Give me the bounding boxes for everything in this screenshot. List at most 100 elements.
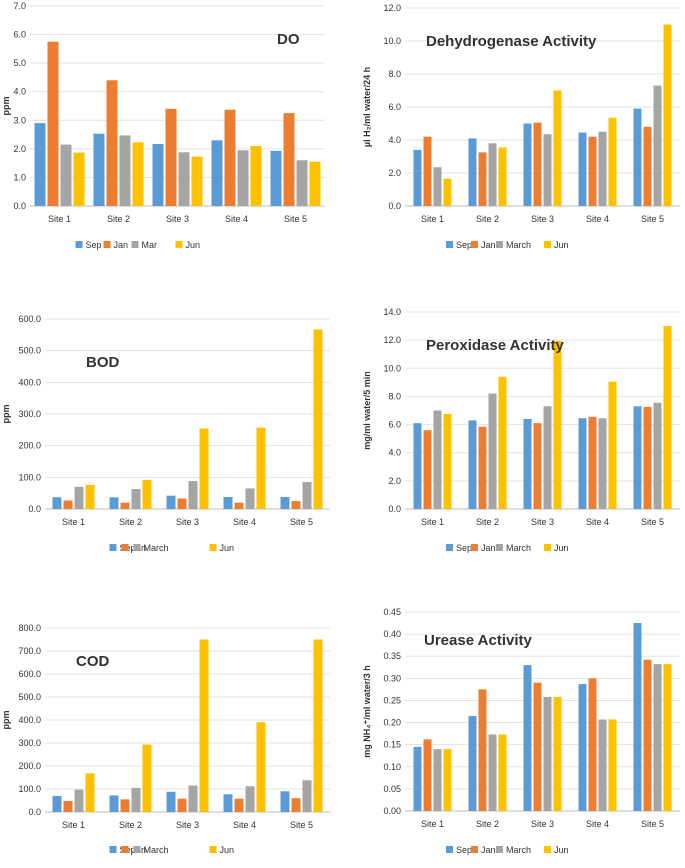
peroxidase-activity-legend-swatch-jun [544,544,551,551]
urease-activity-bar-site-5-sep [633,623,642,811]
dehydrogenase-activity-bar-site-1-jun [443,178,452,206]
peroxidase-activity-y-tick-label: 2.0 [388,476,401,486]
peroxidase-chart: 0.0 2.0 4.0 6.0 8.0 10.0 12.0 14.0 Site 1 Site 2 S… [362,307,680,553]
do-y-tick-label: 1.0 [13,172,26,182]
peroxidase-activity-legend-swatch-sep [446,544,453,551]
urease-activity-bar-site-3-jan [533,682,542,811]
dehydrogenase-activity-legend-swatch-sep [446,241,453,248]
urease-activity-y-tick-label: 0.40 [383,629,401,639]
urease-activity-bar-site-2-march [488,734,497,811]
urease-activity-bar-site-5-jun [663,664,672,811]
peroxidase-activity-bar-site-5-march [653,402,662,509]
do-legend-label-jun: Jun [186,240,201,250]
bod-x-tick-label: Site 4 [233,517,256,527]
urease-activity-bar-site-4-march [598,719,607,811]
dehydrogenase-activity-x-tick-label: Site 1 [421,214,444,224]
urease-chart-panel: 0.00 0.05 0.10 0.15 0.20 0.25 0.30 0.35 0.40 0.45… [350,585,685,868]
urease-activity-bar-site-5-jan [643,659,652,811]
urease-activity-legend-swatch-jun [544,846,551,853]
do-x-tick-label: Site 5 [284,214,307,224]
bod-bar-site-2-march [131,489,141,509]
urease-activity-legend-label-march: March [506,845,531,855]
peroxidase-activity-legend-label-march: March [506,543,531,553]
cod-y-tick-label: 400.0 [18,715,41,725]
do-bar-site-5-mar [296,160,308,206]
peroxidase-activity-y-tick-label: 6.0 [388,420,401,430]
peroxidase-chart-panel: 0.0 2.0 4.0 6.0 8.0 10.0 12.0 14.0 Site 1 Site 2 S… [350,295,685,578]
do-legend-swatch-sep [75,241,83,248]
bod-bar-site-2-sep [109,497,119,509]
cod-y-tick-label: 500.0 [18,692,41,702]
bod-bar-site-5-jan [291,501,301,509]
cod-legend-swatch-jan [121,846,129,853]
bod-chart: 0.0 100.0 200.0 300.0 400.0 500.0 600.0 Site 1 S… [1,314,330,553]
cod-bar-site-3-jan [177,798,187,812]
urease-activity-bar-site-4-jun [608,719,617,811]
peroxidase-activity-bar-site-3-jun [553,340,562,509]
bod-bar-site-3-jan [177,498,187,509]
peroxidase-activity-legend-label-jan: Jan [481,543,496,553]
peroxidase-activity-bar-site-1-jun [443,414,452,509]
do-bar-site-3-jan [165,108,177,206]
peroxidase-activity-legend-label-jun: Jun [554,543,569,553]
do-bar-site-1-sep [34,123,46,206]
dehydrogenase-activity-bar-site-3-sep [523,123,532,206]
dehydrogenase-activity-legend-label-march: March [506,240,531,250]
bod-bar-site-5-march [302,482,312,509]
cod-bar-site-3-jun [199,639,209,812]
bod-chart-panel: 0.0 100.0 200.0 300.0 400.0 500.0 600.0 Site 1 S… [0,295,335,578]
bod-legend-swatch-sep [109,544,117,551]
cod-bar-site-2-jun [142,744,152,812]
dehydrogenase-activity-bar-site-4-jun [608,117,617,206]
do-y-tick-label: 0.0 [13,201,26,211]
cod-bar-site-5-sep [280,791,290,812]
dehydrogenase-activity-bar-site-4-march [598,131,607,206]
urease-activity-x-tick-label: Site 1 [421,819,444,829]
cod-bar-site-2-march [131,787,141,812]
urease-activity-x-tick-label: Site 3 [531,819,554,829]
dehydrogenase-activity-y-tick-label: 12.0 [383,3,401,13]
dehydrogenase-activity-legend-label-jun: Jun [554,240,569,250]
urease-activity-x-tick-label: Site 5 [641,819,664,829]
do-chart: 0.0 1.0 2.0 3.0 4.0 5.0 6.0 7.0 Site 1 Site 2 Site… [1,1,325,250]
dehydrogenase-activity-legend-swatch-jun [544,241,551,248]
do-x-tick-label: Site 4 [225,214,248,224]
bod-bar-site-1-jun [85,484,95,509]
do-bar-site-1-jan [47,41,59,206]
dehydrogenase-activity-x-tick-label: Site 4 [586,214,609,224]
peroxidase-activity-bar-site-2-jun [498,376,507,509]
urease-activity-y-tick-label: 0.35 [383,651,401,661]
dehydrogenase-activity-y-tick-label: 6.0 [388,102,401,112]
do-bar-site-5-sep [270,150,282,206]
bod-bar-site-1-march [74,486,84,509]
dehydrogenase-activity-x-tick-label: Site 2 [476,214,499,224]
cod-y-tick-label: 800.0 [18,623,41,633]
peroxidase-activity-bar-site-1-sep [413,423,422,509]
urease-activity-bar-site-2-jan [478,689,487,811]
cod-x-tick-label: Site 5 [290,820,313,830]
cod-bar-site-1-jun [85,773,95,812]
peroxidase-activity-legend-label-sep: Sep [456,543,472,553]
urease-activity-bar-site-1-march [433,749,442,811]
dehydrogenase-chart-panel: 0.0 2.0 4.0 6.0 8.0 10.0 12.0 Site 1 Site 2 Site … [350,0,685,283]
cod-legend-swatch-march [133,846,141,853]
dehydrogenase-activity-x-tick-label: Site 5 [641,214,664,224]
bod-x-tick-label: Site 5 [290,517,313,527]
peroxidase-activity-x-tick-label: Site 3 [531,517,554,527]
do-y-tick-label: 7.0 [13,1,26,11]
dehydrogenase-activity-y-tick-label: 2.0 [388,168,401,178]
peroxidase-activity-y-tick-label: 12.0 [383,335,401,345]
dehydrogenase-activity-bar-site-3-jun [553,90,562,206]
dehydrogenase-activity-bar-site-1-march [433,167,442,206]
urease-activity-bar-site-4-jan [588,678,597,811]
do-bar-site-3-mar [178,152,190,206]
peroxidase-activity-x-tick-label: Site 2 [476,517,499,527]
urease-activity-legend-label-jan: Jan [481,845,496,855]
bod-x-tick-label: Site 2 [119,517,142,527]
peroxidase-activity-x-tick-label: Site 4 [586,517,609,527]
peroxidase-activity-bar-site-4-march [598,418,607,509]
bod-y-tick-label: 500.0 [18,346,41,356]
bod-bar-site-4-sep [223,496,233,509]
urease-activity-y-tick-label: 0.45 [383,607,401,617]
peroxidase-activity-y-tick-label: 8.0 [388,391,401,401]
